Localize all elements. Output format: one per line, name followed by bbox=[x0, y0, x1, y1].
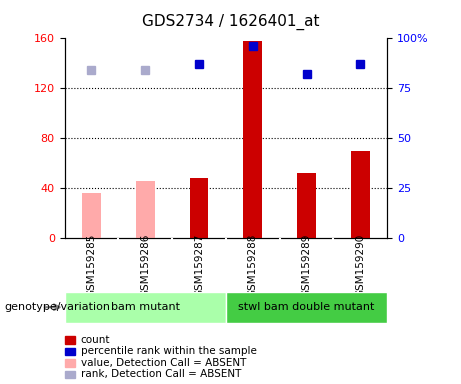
Text: genotype/variation: genotype/variation bbox=[5, 302, 111, 312]
Text: stwl bam double mutant: stwl bam double mutant bbox=[238, 302, 375, 312]
Text: GSM159285: GSM159285 bbox=[86, 233, 96, 297]
Text: value, Detection Call = ABSENT: value, Detection Call = ABSENT bbox=[81, 358, 246, 368]
Text: bam mutant: bam mutant bbox=[111, 302, 180, 312]
Text: percentile rank within the sample: percentile rank within the sample bbox=[81, 346, 257, 356]
Bar bbox=[297, 173, 316, 238]
Bar bbox=[82, 193, 101, 238]
Text: GSM159290: GSM159290 bbox=[355, 233, 366, 296]
Text: GSM159286: GSM159286 bbox=[140, 233, 150, 297]
Bar bbox=[136, 180, 154, 238]
Text: GDS2734 / 1626401_at: GDS2734 / 1626401_at bbox=[142, 13, 319, 30]
Text: count: count bbox=[81, 335, 110, 345]
Bar bbox=[226, 292, 387, 323]
Text: GSM159287: GSM159287 bbox=[194, 233, 204, 297]
Bar bbox=[189, 178, 208, 238]
Bar bbox=[351, 151, 370, 238]
Text: GSM159288: GSM159288 bbox=[248, 233, 258, 297]
Text: rank, Detection Call = ABSENT: rank, Detection Call = ABSENT bbox=[81, 369, 241, 379]
Bar bbox=[243, 41, 262, 238]
Bar bbox=[65, 292, 226, 323]
Text: GSM159289: GSM159289 bbox=[301, 233, 312, 297]
